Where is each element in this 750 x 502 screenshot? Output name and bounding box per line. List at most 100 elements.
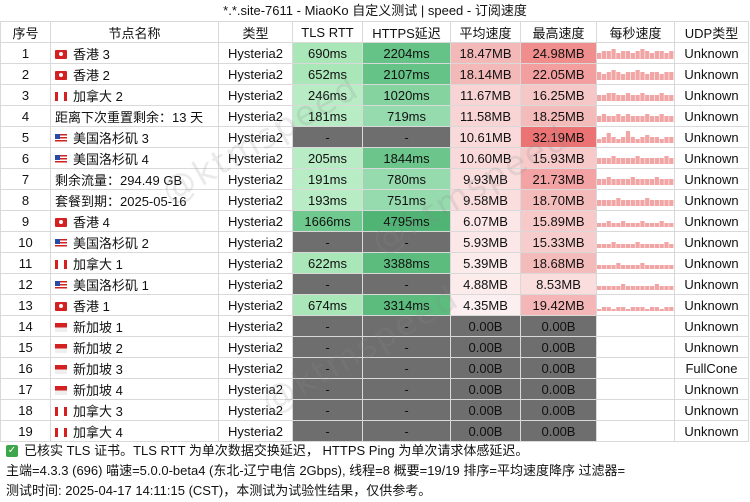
- node-name-cell[interactable]: 美国洛杉矶 3: [50, 126, 219, 148]
- node-name-cell[interactable]: 新加坡 3: [50, 357, 219, 379]
- sparkline-bar: [645, 158, 650, 164]
- per-second-sparkline: [596, 126, 675, 148]
- udp-type: Unknown: [674, 378, 749, 400]
- sparkline-bar: [640, 49, 645, 59]
- udp-type: Unknown: [674, 42, 749, 64]
- https-latency: -: [362, 126, 451, 148]
- node-name-cell[interactable]: 香港 2: [50, 63, 219, 85]
- tls-rtt: -: [292, 420, 363, 442]
- node-name-cell[interactable]: 加拿大 3: [50, 399, 219, 421]
- sparkline-bar: [640, 286, 645, 290]
- tls-rtt: 674ms: [292, 294, 363, 316]
- sparkline-bar: [654, 51, 659, 59]
- window-title: *.*.site-7611 - MiaoKo 自定义测试 | speed - 订…: [223, 3, 527, 18]
- sparkline-bar: [611, 49, 616, 59]
- sparkline-bar: [630, 286, 635, 290]
- col-header-https-latency[interactable]: HTTPS延迟: [362, 21, 451, 43]
- table-row[interactable]: 12 美国洛杉矶 1 Hysteria2- -4.88MB 8.53MB Unknown: [0, 273, 749, 295]
- node-name-cell[interactable]: 香港 3: [50, 42, 219, 64]
- table-row[interactable]: 17 新加坡 4 Hysteria2- -0.00B 0.00B Unknown: [0, 378, 749, 400]
- col-header-tls-rtt[interactable]: TLS RTT: [292, 21, 363, 43]
- node-name-cell[interactable]: 美国洛杉矶 1: [50, 273, 219, 295]
- table-row[interactable]: 9 香港 4 Hysteria2 1666ms 4795ms 6.07MB 15.89MB U…: [0, 210, 749, 232]
- table-row[interactable]: 7 剩余流量：294.49 GB Hysteria2 191ms 780ms 9.93MB…: [0, 168, 749, 190]
- table-row[interactable]: 15 新加坡 2 Hysteria2- -0.00B 0.00B Unknown: [0, 336, 749, 358]
- table-row[interactable]: 3 加拿大 2 Hysteria2 246ms 1020ms 11.67MB 16.25MB…: [0, 84, 749, 106]
- table-row[interactable]: 13 香港 1 Hysteria2 674ms 3314ms 4.35MB 19.42MB U…: [0, 294, 749, 316]
- sparkline-bar: [606, 72, 611, 80]
- per-second-sparkline: [596, 231, 675, 253]
- sparkline-bar: [669, 265, 674, 269]
- sparkline-bar: [640, 307, 645, 311]
- node-type: Hysteria2: [218, 231, 293, 253]
- col-header-index[interactable]: 序号: [0, 21, 51, 43]
- node-name-cell[interactable]: 加拿大 4: [50, 420, 219, 442]
- max-speed: 16.25MB: [520, 84, 597, 106]
- node-name-cell[interactable]: 加拿大 2: [50, 84, 219, 106]
- flag-hk-icon: [55, 49, 67, 59]
- table-row[interactable]: 19 加拿大 4 Hysteria2- -0.00B 0.00B Unknown: [0, 420, 749, 442]
- node-type: Hysteria2: [218, 126, 293, 148]
- sparkline-bar: [621, 179, 626, 185]
- node-name: 香港 3: [73, 46, 110, 62]
- table-row[interactable]: 2 香港 2 Hysteria2 652ms 2107ms 18.14MB 22.05MB U…: [0, 63, 749, 85]
- col-header-udp-type[interactable]: UDP类型: [674, 21, 749, 43]
- table-row[interactable]: 5 美国洛杉矶 3 Hysteria2- -10.61MB 32.19MB Unknown: [0, 126, 749, 148]
- per-second-sparkline: [596, 336, 675, 358]
- col-header-per-second[interactable]: 每秒速度: [596, 21, 675, 43]
- table-row[interactable]: 16 新加坡 3 Hysteria2- -0.00B 0.00B FullCone: [0, 357, 749, 379]
- node-type: Hysteria2: [218, 378, 293, 400]
- col-header-type[interactable]: 类型: [218, 21, 293, 43]
- sparkline-bar: [630, 244, 635, 248]
- row-index: 16: [0, 357, 51, 379]
- sparkline-bar: [597, 200, 602, 206]
- https-latency: 3314ms: [362, 294, 451, 316]
- table-row[interactable]: 6 美国洛杉矶 4 Hysteria2 205ms 1844ms 10.60MB 15.93…: [0, 147, 749, 169]
- sparkline-bar: [601, 74, 607, 80]
- table-row[interactable]: 4 距离下次重置剩余：13 天 Hysteria2 181ms 719ms 11.58MB…: [0, 105, 749, 127]
- node-name-cell[interactable]: 美国洛杉矶 2: [50, 231, 219, 253]
- sparkline-chart: [597, 263, 674, 269]
- udp-type: Unknown: [674, 252, 749, 274]
- per-second-sparkline: [596, 273, 675, 295]
- node-name: 香港 4: [73, 214, 110, 230]
- sparkline-bar: [640, 200, 645, 206]
- table-row[interactable]: 8 套餐到期：2025-05-16 Hysteria2 193ms 751ms 9.58M…: [0, 189, 749, 211]
- table-row[interactable]: 11 加拿大 1 Hysteria2 622ms 3388ms 5.39MB 18.68MB…: [0, 252, 749, 274]
- sparkline-bar: [601, 137, 607, 143]
- sparkline-bar: [601, 51, 607, 59]
- node-name-cell[interactable]: 新加坡 1: [50, 315, 219, 337]
- col-header-max-speed[interactable]: 最高速度: [520, 21, 597, 43]
- sparkline-bar: [649, 223, 655, 227]
- per-second-sparkline: [596, 189, 675, 211]
- node-name-cell[interactable]: 剩余流量：294.49 GB: [50, 168, 219, 190]
- avg-speed: 18.14MB: [450, 63, 521, 85]
- sparkline-bar: [630, 307, 635, 311]
- node-name-cell[interactable]: 美国洛杉矶 4: [50, 147, 219, 169]
- max-speed: 8.53MB: [520, 273, 597, 295]
- node-name-cell[interactable]: 新加坡 4: [50, 378, 219, 400]
- sparkline-bar: [640, 72, 645, 80]
- sparkline-bar: [630, 53, 635, 59]
- table-row[interactable]: 18 加拿大 3 Hysteria2- -0.00B 0.00B Unknown: [0, 399, 749, 421]
- node-name-cell[interactable]: 套餐到期：2025-05-16: [50, 189, 219, 211]
- node-name-cell[interactable]: 新加坡 2: [50, 336, 219, 358]
- col-header-name[interactable]: 节点名称: [50, 21, 219, 43]
- flag-hk-icon: [55, 301, 67, 311]
- sparkline-bar: [645, 198, 650, 206]
- table-row[interactable]: 10 美国洛杉矶 2 Hysteria2- -5.93MB 15.33MB Unknown: [0, 231, 749, 253]
- avg-speed: 0.00B: [450, 420, 521, 442]
- col-header-avg-speed[interactable]: 平均速度: [450, 21, 521, 43]
- max-speed: 0.00B: [520, 420, 597, 442]
- table-row[interactable]: 14 新加坡 1 Hysteria2- -0.00B 0.00B Unknown: [0, 315, 749, 337]
- table-row[interactable]: 1 香港 3 Hysteria2 690ms 2204ms 18.47MB 24.98MB U…: [0, 42, 749, 64]
- sparkline-bar: [635, 200, 640, 206]
- sparkline-bar: [635, 70, 640, 80]
- node-name-cell[interactable]: 香港 1: [50, 294, 219, 316]
- node-name-cell[interactable]: 加拿大 1: [50, 252, 219, 274]
- sparkline-bar: [659, 51, 664, 59]
- sparkline-bar: [611, 179, 616, 185]
- footer-text-1: 已核实 TLS 证书。TLS RTT 为单次数据交换延迟， HTTPS Ping…: [24, 443, 529, 458]
- node-name-cell[interactable]: 香港 4: [50, 210, 219, 232]
- node-name-cell[interactable]: 距离下次重置剩余：13 天: [50, 105, 219, 127]
